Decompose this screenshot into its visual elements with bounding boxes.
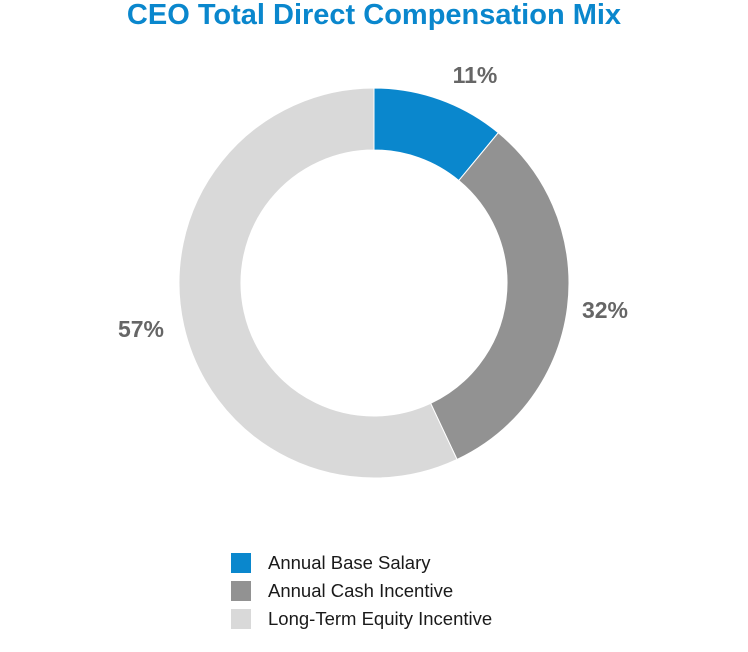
- legend-item-annual-base-salary: Annual Base Salary: [231, 549, 492, 577]
- legend-item-long-term-equity-incentive: Long-Term Equity Incentive: [231, 605, 492, 633]
- legend-swatch: [231, 609, 251, 629]
- legend-item-annual-cash-incentive: Annual Cash Incentive: [231, 577, 492, 605]
- legend-swatch: [231, 581, 251, 601]
- donut-slice-long-term-equity-incentive: [178, 87, 458, 479]
- data-label: 11%: [453, 62, 498, 88]
- data-label: 57%: [118, 316, 164, 342]
- legend-label: Long-Term Equity Incentive: [268, 608, 493, 629]
- legend-swatch: [231, 553, 251, 573]
- legend: Annual Base Salary Annual Cash Incentive…: [231, 549, 492, 633]
- chart-title: CEO Total Direct Compensation Mix: [126, 0, 622, 31]
- data-label: 32%: [582, 297, 628, 323]
- legend-label: Annual Base Salary: [268, 552, 431, 573]
- donut-slice-annual-cash-incentive: [429, 132, 570, 461]
- legend-label: Annual Cash Incentive: [268, 580, 454, 601]
